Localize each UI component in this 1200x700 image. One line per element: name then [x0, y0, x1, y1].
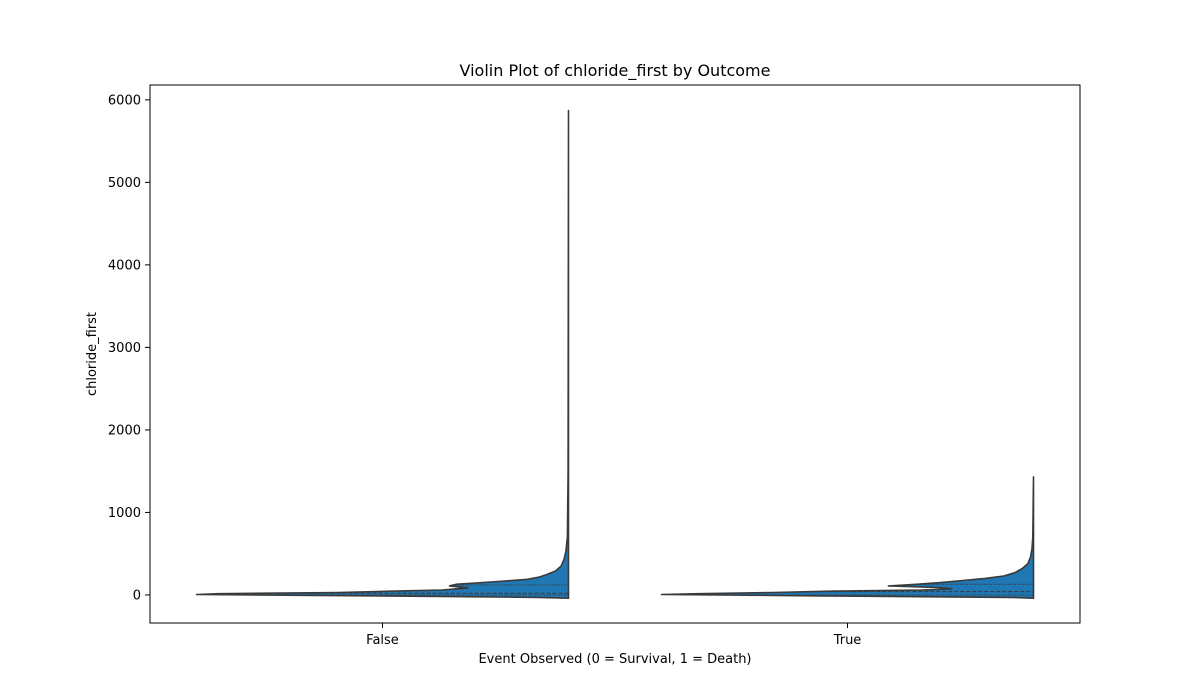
- y-tick-label: 1000: [108, 506, 141, 521]
- y-axis-label: chloride_first: [85, 312, 100, 396]
- x-axis-ticks: False True: [366, 623, 861, 648]
- y-tick-label: 3000: [108, 341, 141, 356]
- violin-layer: [195, 109, 1035, 600]
- y-tick-label: 2000: [108, 423, 141, 438]
- y-tick-label: 4000: [108, 258, 141, 273]
- x-axis-label: Event Observed (0 = Survival, 1 = Death): [478, 652, 751, 667]
- violin-body: [195, 109, 570, 600]
- y-tick-label: 5000: [108, 176, 141, 191]
- x-tick-label: True: [833, 633, 862, 648]
- y-axis-ticks: 0 1000 2000 3000 4000 5000 6000: [108, 93, 150, 603]
- violin-body: [660, 476, 1035, 600]
- x-tick-label: False: [366, 633, 399, 648]
- y-tick-label: 6000: [108, 93, 141, 108]
- plot-area-frame: [149, 84, 1081, 624]
- chart-title: Violin Plot of chloride_first by Outcome: [460, 61, 771, 81]
- y-tick-label: 0: [133, 588, 141, 603]
